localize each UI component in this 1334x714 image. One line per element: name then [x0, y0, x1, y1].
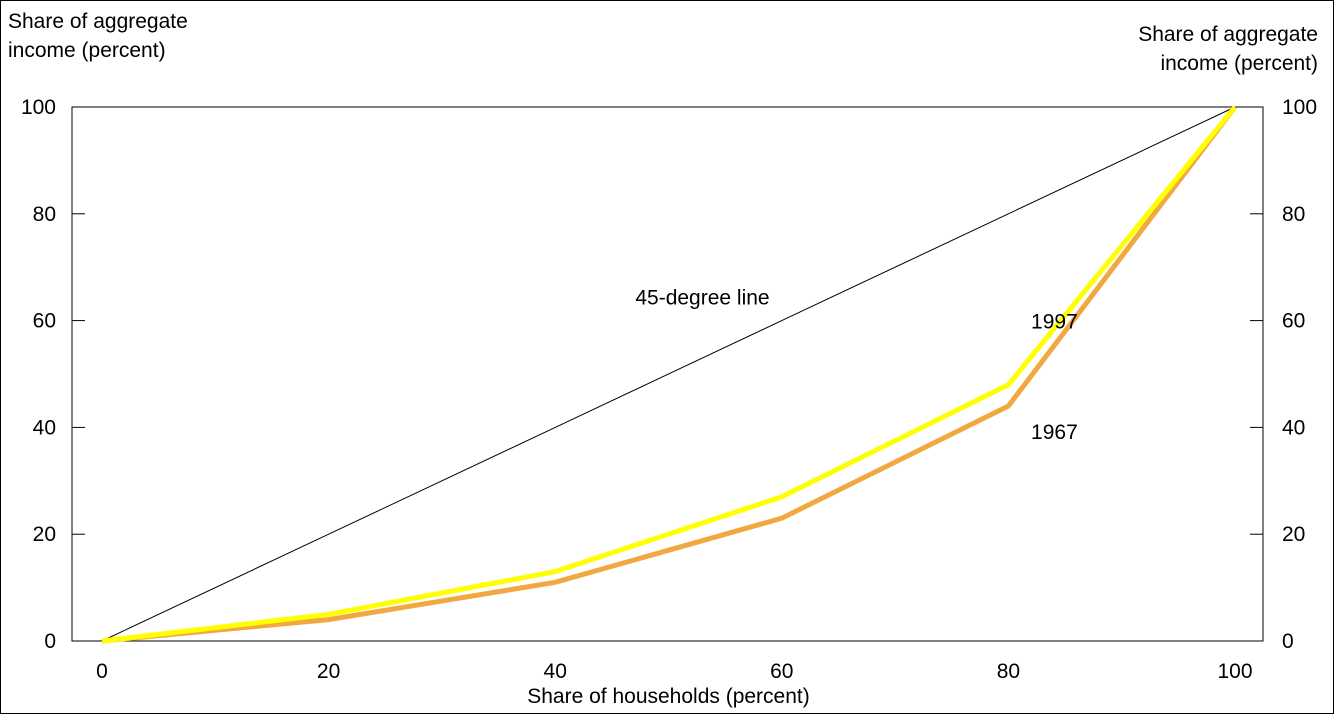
x-tick-label-80: 80: [997, 660, 1020, 683]
y-tick-label-right-60: 60: [1282, 310, 1305, 333]
y-axis-title-left-line-2: income (percent): [8, 39, 166, 62]
x-axis-title: Share of households (percent): [527, 685, 810, 708]
annotation-1997: 1997: [1031, 311, 1078, 334]
y-axis-title-left-line-1: Share of aggregate: [8, 10, 188, 33]
y-tick-label-left-40: 40: [33, 416, 56, 439]
y-tick-label-right-100: 100: [1282, 96, 1317, 119]
y-tick-label-right-80: 80: [1282, 203, 1305, 226]
y-tick-label-right-40: 40: [1282, 416, 1305, 439]
y-tick-label-left-80: 80: [33, 203, 56, 226]
series-line-1967: [101, 105, 1237, 644]
y-axis-title-right-line-2: income (percent): [1160, 52, 1318, 75]
x-tick-label-60: 60: [770, 660, 793, 683]
y-tick-label-left-0: 0: [44, 630, 56, 653]
y-tick-label-right-20: 20: [1282, 523, 1305, 546]
x-tick-label-0: 0: [96, 660, 108, 683]
y-tick-label-right-0: 0: [1282, 630, 1294, 653]
x-tick-label-40: 40: [544, 660, 567, 683]
y-tick-label-left-100: 100: [21, 96, 56, 119]
x-tick-label-100: 100: [1217, 660, 1252, 683]
annotation-45-degree-line: 45-degree line: [635, 287, 769, 310]
series-line-1997: [101, 105, 1237, 644]
x-tick-label-20: 20: [317, 660, 340, 683]
annotation-1967: 1967: [1031, 421, 1078, 444]
y-tick-label-left-60: 60: [33, 310, 56, 333]
y-tick-label-left-20: 20: [33, 523, 56, 546]
plot-area: [71, 106, 1264, 642]
y-axis-title-right-line-1: Share of aggregate: [1138, 23, 1318, 46]
series-line-45-degree-line: [101, 106, 1236, 642]
